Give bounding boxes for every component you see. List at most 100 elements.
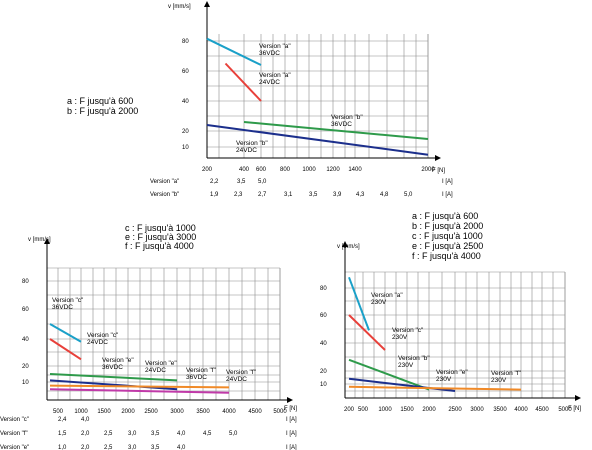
x-tick-label: 2500 xyxy=(144,409,158,415)
series-label: Version "a" xyxy=(259,72,291,79)
x-axis-label: F [N] xyxy=(568,406,581,412)
x-tick-label: 1500 xyxy=(97,409,111,415)
current-row-value: 3,5 xyxy=(151,445,160,450)
series-line xyxy=(206,37,262,66)
series-line xyxy=(348,358,430,391)
series-label: Version "e" xyxy=(436,369,468,376)
x-tick-label: 200 xyxy=(344,407,355,413)
series-label: 24VDC xyxy=(226,376,247,383)
x-tick-label: 3500 xyxy=(196,409,210,415)
current-row-value: 2,2 xyxy=(210,179,219,185)
current-row-unit: I [A] xyxy=(286,431,297,437)
x-tick-label: 5000 xyxy=(558,407,572,413)
chart-grid xyxy=(344,271,566,398)
y-tick-label: 40 xyxy=(182,99,189,105)
x-tick-label: 4500 xyxy=(248,409,262,415)
x-tick-label: 4500 xyxy=(535,407,549,413)
series-label: Version "a" xyxy=(259,43,291,50)
current-row-value: 3,0 xyxy=(128,431,137,437)
y-tick-label: 80 xyxy=(182,39,189,45)
series-line xyxy=(206,124,429,156)
y-tick-label: 60 xyxy=(182,69,189,75)
x-axis-label: F [N] xyxy=(432,168,445,174)
series-line xyxy=(348,276,370,331)
series-label: Version "b" xyxy=(236,140,268,147)
current-row-value: 2,4 xyxy=(58,417,67,423)
series-label: 230V xyxy=(491,377,507,384)
series-label: Version "c" xyxy=(87,332,119,339)
y-tick-label: 80 xyxy=(320,286,327,292)
x-tick-label: 4000 xyxy=(222,409,236,415)
current-row-value: 4,0 xyxy=(177,445,186,450)
x-tick-label: 3000 xyxy=(470,407,484,413)
series-label: 230V xyxy=(371,299,387,306)
series-label: 36VDC xyxy=(102,364,123,371)
y-tick-label: 40 xyxy=(320,341,327,347)
series-label: 24VDC xyxy=(259,79,280,86)
chart-3: v [mm/s] F [N] 10 20 40 60 80 200 500 1000 1500 200… xyxy=(320,211,581,413)
x-tick-label: 2000 xyxy=(121,409,135,415)
series-label: 24VDC xyxy=(87,339,108,346)
current-row-value: 5,0 xyxy=(258,179,267,185)
current-row-value: 2,5 xyxy=(104,431,113,437)
series-label: Version "b" xyxy=(398,355,430,362)
series-line xyxy=(49,323,82,343)
x-tick-label: 2000 xyxy=(421,167,435,173)
x-tick-label: 600 xyxy=(256,167,267,173)
force-limit-note: f : F jusqu'à 4000 xyxy=(125,241,194,251)
series-label: Version "b" xyxy=(331,114,363,121)
x-tick-label: 200 xyxy=(202,167,213,173)
series-label: 36VDC xyxy=(186,374,207,381)
series-label: Version "a" xyxy=(371,292,403,299)
current-row-unit: I [A] xyxy=(442,179,453,185)
x-tick-label: 1500 xyxy=(400,407,414,413)
force-limit-note: c : F jusqu'à 1000 xyxy=(125,223,196,233)
y-tick-label: 60 xyxy=(320,313,327,319)
force-limit-note: b : F jusqu'à 2000 xyxy=(412,221,483,231)
series-line xyxy=(49,373,178,382)
current-row-value: 1,5 xyxy=(58,431,67,437)
y-axis-label: v [mm/s] xyxy=(337,244,360,250)
series-line xyxy=(49,388,230,394)
y-axis-label: v [mm/s] xyxy=(28,237,51,243)
current-row-value: 1,0 xyxy=(58,445,67,450)
x-tick-label: 3500 xyxy=(493,407,507,413)
x-axis-label: F [N] xyxy=(284,406,297,412)
chart-grid xyxy=(206,34,429,158)
series-line xyxy=(49,384,230,389)
x-tick-label: 1000 xyxy=(302,167,316,173)
y-tick-label: 10 xyxy=(320,382,327,388)
x-tick-label: 4000 xyxy=(514,407,528,413)
series-label: 36VDC xyxy=(331,121,352,128)
current-row-unit: I [A] xyxy=(442,192,453,198)
chart-1: v [mm/s] F [N] 10 20 40 60 80 200 400 600 800 1000 1… xyxy=(67,1,453,198)
current-row-value: 5,0 xyxy=(404,192,413,198)
current-row-value: 4,8 xyxy=(380,192,389,198)
current-row-value: 4,0 xyxy=(81,417,90,423)
current-row-label: Version "a" xyxy=(150,179,179,185)
current-row-value: 4,3 xyxy=(356,192,365,198)
x-tick-label: 2000 xyxy=(422,407,436,413)
series-label: Version "e" xyxy=(145,360,177,367)
y-tick-label: 40 xyxy=(22,337,29,343)
series-label: Version "c" xyxy=(392,327,424,334)
series-label: Version "f" xyxy=(491,370,522,377)
series-label: 24VDC xyxy=(145,367,166,374)
current-row-unit: I [A] xyxy=(286,417,297,423)
series-label: 24VDC xyxy=(236,147,257,154)
series-label: 36VDC xyxy=(52,304,73,311)
current-row-value: 4,5 xyxy=(203,431,212,437)
force-limit-note: b : F jusqu'à 2000 xyxy=(67,106,138,116)
current-row-value: 2,0 xyxy=(81,431,90,437)
current-row-unit: I [A] xyxy=(286,445,297,450)
current-row-value: 2,7 xyxy=(258,192,267,198)
series-label: Version "e" xyxy=(102,357,134,364)
current-row-value: 5,0 xyxy=(229,431,238,437)
x-tick-label: 1200 xyxy=(326,167,340,173)
x-tick-label: 5000 xyxy=(273,409,287,415)
current-row-value: 2,0 xyxy=(81,445,90,450)
series-label: 230V xyxy=(392,334,408,341)
current-row-label: Version "f" xyxy=(0,431,28,437)
force-limit-note: e : F jusqu'à 3000 xyxy=(125,232,196,242)
